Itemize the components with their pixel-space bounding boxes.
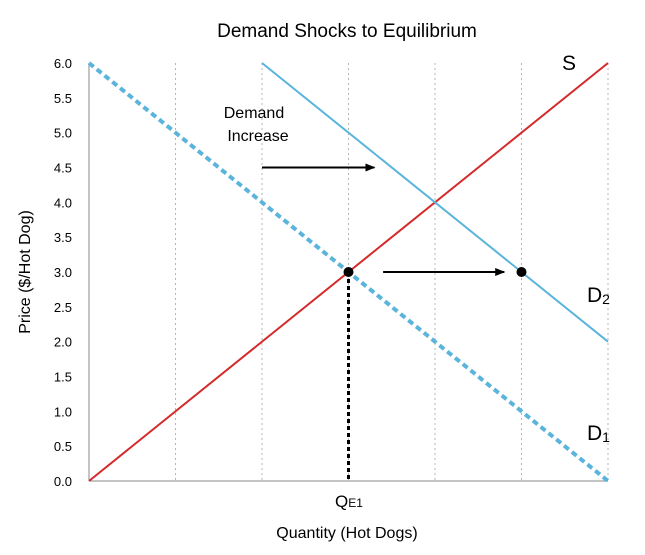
annotation-line-2: Increase: [227, 128, 288, 145]
annotation-line-1: Demand: [224, 105, 284, 122]
y-tick-label: 2.0: [54, 335, 72, 350]
y-tick-label: 3.0: [54, 265, 72, 280]
equilibrium-point-e1: [343, 267, 354, 277]
equilibrium-quantity-label: QE1: [335, 492, 363, 511]
chart-title: Demand Shocks to Equilibrium: [217, 21, 477, 42]
demand-2-label: D2: [587, 284, 610, 307]
series-line-d2: [261, 62, 609, 343]
y-tick-label: 2.5: [54, 300, 72, 315]
y-tick-label: 0.0: [54, 474, 72, 489]
y-tick-label: 5.5: [54, 91, 72, 106]
demand-1-label: D1: [587, 422, 610, 445]
equilibrium-point-e2: [516, 267, 527, 277]
y-tick-label: 5.0: [54, 126, 72, 141]
annotations: [262, 163, 527, 481]
y-tick-label: 3.5: [54, 230, 72, 245]
y-tick-label: 4.0: [54, 195, 72, 210]
y-tick-label: 0.5: [54, 439, 72, 454]
y-axis-label: Price ($/Hot Dog): [17, 210, 34, 334]
y-tick-label: 6.0: [54, 56, 72, 71]
axes: [88, 63, 608, 482]
y-tick-label: 4.5: [54, 161, 72, 176]
y-tick-label: 1.0: [54, 404, 72, 419]
supply-curve-label: S: [562, 52, 576, 75]
y-tick-label: 1.5: [54, 370, 72, 385]
y-tick-labels: 0.0 0.5 1.0 1.5 2.0 2.5 3.0 3.5 4.0 4.5 5.0 5.5 6.0: [54, 56, 72, 489]
x-axis-label: Quantity (Hot Dogs): [276, 525, 417, 542]
